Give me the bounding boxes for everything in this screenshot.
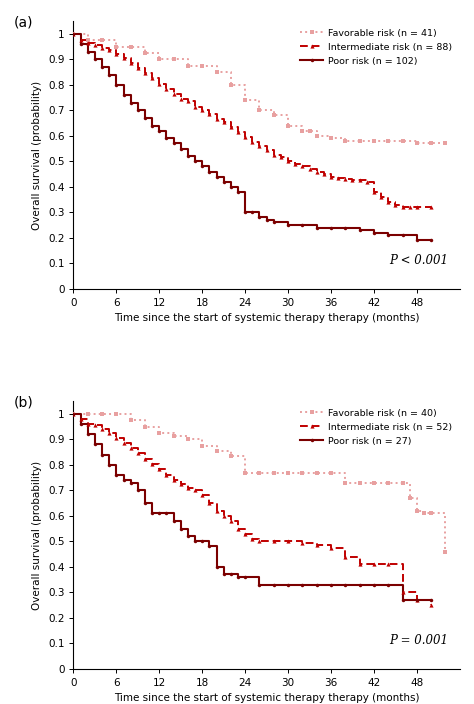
Y-axis label: Overall survival (probability): Overall survival (probability) bbox=[32, 80, 42, 230]
Legend: Favorable risk (n = 41), Intermediate risk (n = 88), Poor risk (n = 102): Favorable risk (n = 41), Intermediate ri… bbox=[297, 26, 455, 68]
X-axis label: Time since the start of systemic therapy therapy (months): Time since the start of systemic therapy… bbox=[114, 693, 419, 703]
Legend: Favorable risk (n = 40), Intermediate risk (n = 52), Poor risk (n = 27): Favorable risk (n = 40), Intermediate ri… bbox=[297, 406, 455, 448]
Y-axis label: Overall survival (probability): Overall survival (probability) bbox=[32, 460, 42, 610]
Text: P < 0.001: P < 0.001 bbox=[389, 254, 448, 268]
Text: (b): (b) bbox=[14, 396, 33, 410]
Text: (a): (a) bbox=[14, 15, 33, 30]
X-axis label: Time since the start of systemic therapy therapy (months): Time since the start of systemic therapy… bbox=[114, 313, 419, 323]
Text: P = 0.001: P = 0.001 bbox=[389, 634, 448, 648]
